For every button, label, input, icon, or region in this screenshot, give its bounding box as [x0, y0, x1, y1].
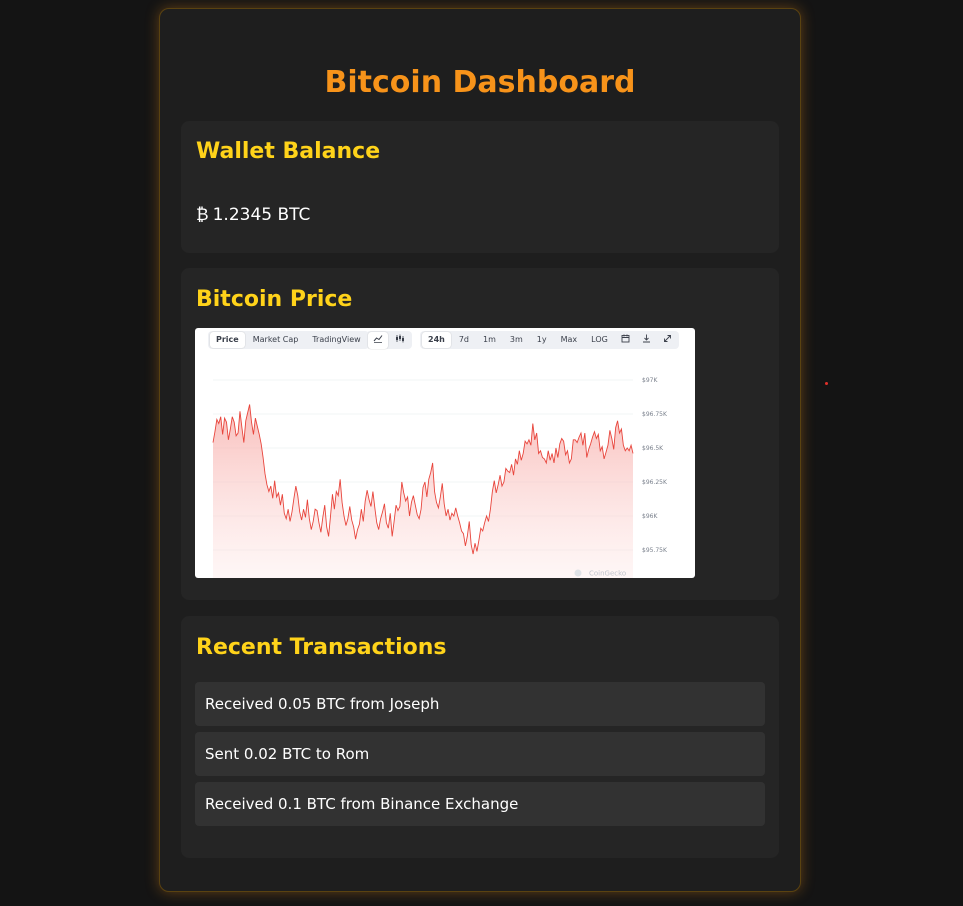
- line-chart-icon[interactable]: [368, 331, 388, 349]
- expand-icon[interactable]: [658, 332, 677, 349]
- price-line: [212, 404, 634, 555]
- range-1y[interactable]: 1y: [536, 335, 547, 344]
- candlestick-icon[interactable]: [390, 332, 410, 349]
- wallet-balance-title: Wallet Balance: [196, 139, 381, 164]
- coingecko-watermark: CoinGecko: [574, 569, 626, 578]
- red-dot-marker: [825, 382, 828, 385]
- chart-view-tabs: Price Market Cap TradingView: [208, 331, 369, 349]
- transactions-list: Received 0.05 BTC from Joseph Sent 0.02 …: [195, 682, 765, 832]
- y-tick-label: $96.5K: [642, 445, 664, 452]
- download-icon[interactable]: [637, 332, 656, 349]
- tab-tradingview[interactable]: TradingView: [312, 335, 361, 344]
- recent-transactions-title: Recent Transactions: [196, 635, 447, 660]
- range-max[interactable]: Max: [560, 335, 578, 344]
- y-tick-label: $96.25K: [642, 479, 668, 486]
- wallet-balance-value: ₿ 1.2345 BTC: [196, 203, 310, 227]
- tab-market-cap[interactable]: Market Cap: [252, 335, 299, 344]
- transaction-item[interactable]: Received 0.05 BTC from Joseph: [195, 682, 765, 726]
- tab-price[interactable]: Price: [210, 332, 245, 348]
- watermark-text: CoinGecko: [589, 570, 626, 578]
- y-tick-label: $97K: [642, 377, 658, 384]
- y-tick-label: $96K: [642, 513, 658, 520]
- wallet-balance-card: Wallet Balance ₿ 1.2345 BTC: [181, 121, 779, 253]
- price-chart-widget[interactable]: Price Market Cap TradingView 24h 7d 1m 3…: [195, 328, 695, 578]
- transaction-item[interactable]: Sent 0.02 BTC to Rom: [195, 732, 765, 776]
- range-24h[interactable]: 24h: [422, 332, 451, 348]
- log-scale-toggle[interactable]: LOG: [591, 335, 608, 344]
- y-tick-label: $96.75K: [642, 411, 668, 418]
- transaction-item[interactable]: Received 0.1 BTC from Binance Exchange: [195, 782, 765, 826]
- wallet-balance-amount: 1.2345 BTC: [212, 205, 311, 225]
- coingecko-logo-icon: [574, 569, 582, 577]
- price-chart: $97K $96.75K $96.5K $96.25K $96K $95.75K Coin…: [212, 377, 668, 578]
- page-title: Bitcoin Dashboard: [324, 65, 636, 100]
- range-7d[interactable]: 7d: [458, 335, 469, 344]
- bitcoin-price-card: Bitcoin Price Price Market Cap TradingVi…: [181, 268, 779, 600]
- y-tick-label: $95.75K: [642, 547, 668, 554]
- recent-transactions-card: Recent Transactions Received 0.05 BTC fr…: [181, 616, 779, 858]
- chart-range-tabs: 24h 7d 1m 3m 1y Max LOG: [420, 331, 679, 349]
- dashboard-container: Bitcoin Dashboard Wallet Balance ₿ 1.234…: [159, 8, 801, 892]
- chart-type-toggle: [366, 331, 412, 349]
- bitcoin-price-title: Bitcoin Price: [196, 287, 353, 312]
- calendar-icon[interactable]: [616, 332, 635, 349]
- bitcoin-symbol: ₿: [196, 205, 209, 225]
- range-1m[interactable]: 1m: [483, 335, 496, 344]
- range-3m[interactable]: 3m: [509, 335, 523, 344]
